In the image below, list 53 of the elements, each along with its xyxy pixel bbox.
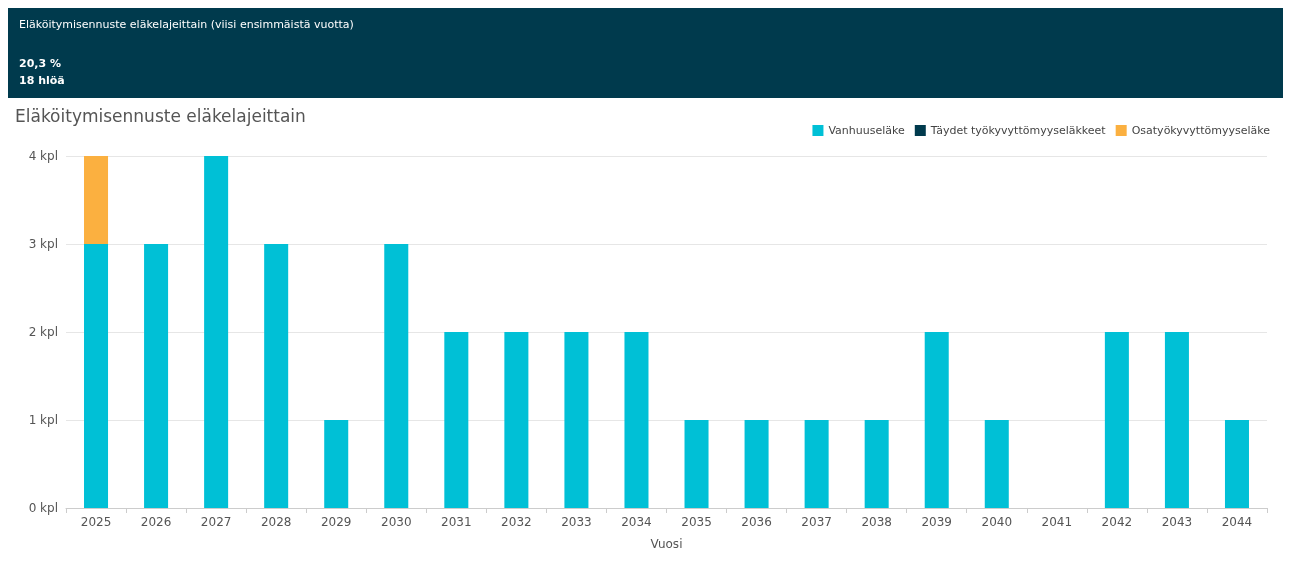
y-tick-label: 3 kpl: [28, 237, 58, 251]
legend-label: Vanhuuseläke: [828, 124, 906, 137]
y-tick-label: 0 kpl: [28, 501, 58, 515]
bar: [84, 156, 109, 244]
x-tick-label: 2025: [80, 515, 112, 529]
bar: [924, 332, 949, 508]
bar: [504, 332, 529, 508]
y-tick-label: 2 kpl: [28, 325, 58, 339]
bar: [384, 244, 409, 508]
x-tick-label: 2026: [140, 515, 172, 529]
x-tick-label: 2028: [260, 515, 292, 529]
bar: [444, 332, 469, 508]
bar: [144, 244, 169, 508]
x-tick-label: 2039: [921, 515, 952, 529]
x-tick-label: 2041: [1041, 515, 1073, 529]
legend-label: Täydet työkyvyttömyyseläkkeet: [929, 124, 1107, 137]
bar: [1164, 332, 1189, 508]
x-tick-label: 2038: [861, 515, 892, 529]
x-tick-label: 2027: [200, 515, 232, 529]
x-tick-label: 2036: [741, 515, 772, 529]
bar: [744, 420, 769, 508]
chart-title: Eläköitymisennuste eläkelajeittain: [15, 105, 306, 126]
bar: [564, 332, 589, 508]
y-tick-label: 4 kpl: [28, 149, 58, 163]
bar: [324, 420, 349, 508]
x-tick-label: 2031: [441, 515, 472, 529]
legend-label: Osatyökyvyttömyyseläke: [1131, 124, 1271, 137]
bar: [864, 420, 889, 508]
bar: [804, 420, 829, 508]
bar: [1104, 332, 1129, 508]
bar: [624, 332, 649, 508]
x-tick-label: 2040: [981, 515, 1013, 529]
x-tick-label: 2035: [681, 515, 712, 529]
x-tick-label: 2029: [320, 515, 352, 529]
x-tick-label: 2044: [1221, 515, 1253, 529]
x-tick-label: 2030: [381, 515, 412, 529]
x-tick-label: 2037: [801, 515, 832, 529]
bar: [984, 420, 1009, 508]
x-tick-label: 2042: [1101, 515, 1133, 529]
x-tick-label: 2033: [561, 515, 592, 529]
bar: [1224, 420, 1249, 508]
bar: [204, 156, 229, 508]
text: Eläköitymisennuste eläkelajeittain (viisi ensimmäistä vuotta): [19, 18, 355, 31]
text: 18 hlöä: [19, 73, 66, 89]
bar: [264, 244, 289, 508]
bar: [684, 420, 709, 508]
bar: [84, 244, 109, 508]
x-tick-label: 2043: [1161, 515, 1193, 529]
text: 20,3 %: [19, 56, 62, 72]
x-tick-label: 2034: [621, 515, 652, 529]
x-tick-label: 2032: [501, 515, 532, 529]
y-tick-label: 1 kpl: [28, 413, 58, 427]
x-axis-title: Vuosi: [650, 537, 683, 551]
